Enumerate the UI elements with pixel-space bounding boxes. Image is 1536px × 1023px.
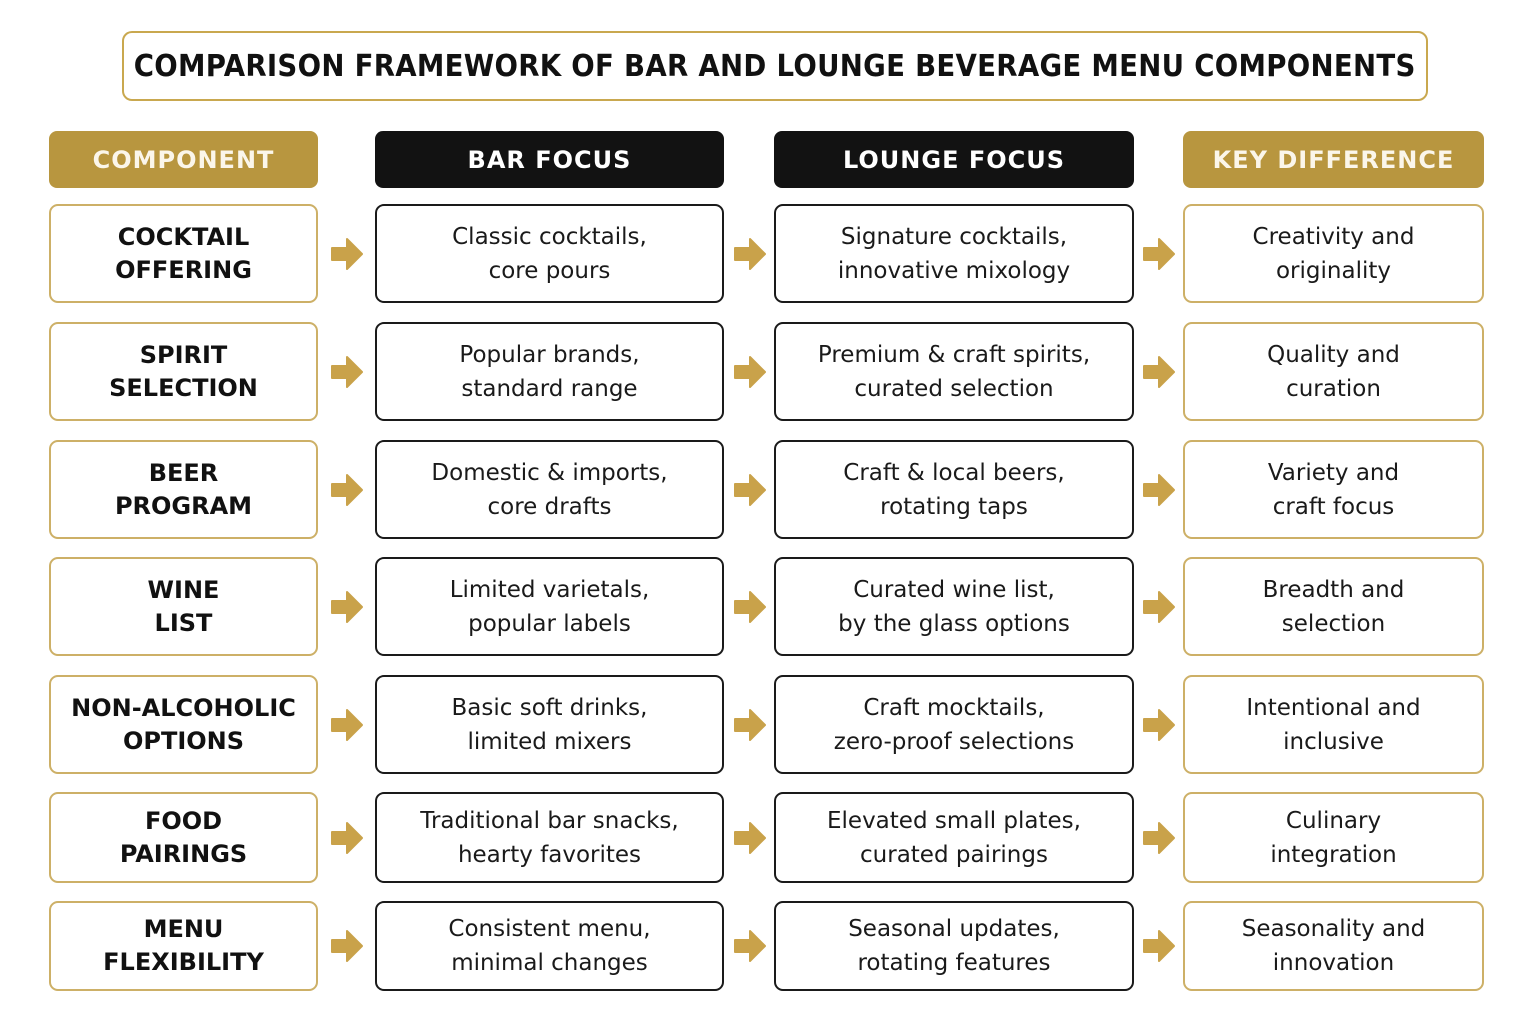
cell-bar: Limited varietals, popular labels — [375, 557, 724, 656]
title-banner: COMPARISON FRAMEWORK OF BAR AND LOUNGE B… — [122, 31, 1428, 101]
difference-text: Seasonality and innovation — [1241, 916, 1426, 976]
arrow-right-icon — [1143, 355, 1175, 388]
arrow-right-icon — [1143, 821, 1175, 854]
lounge-text: Craft & local beers, rotating taps — [843, 459, 1065, 520]
component-text: COCKTAIL OFFERING — [115, 222, 252, 284]
component-text: WINE LIST — [147, 575, 220, 637]
arrow-right-icon — [734, 590, 766, 623]
difference-text: Breadth and selection — [1262, 576, 1405, 637]
cell-bar: Consistent menu, minimal changes — [375, 901, 724, 991]
component-text: SPIRIT SELECTION — [109, 340, 258, 402]
arrow-right-icon — [734, 930, 766, 962]
arrow-right-icon — [734, 708, 766, 741]
component-text: BEER PROGRAM — [114, 458, 253, 520]
cell-component: COCKTAIL OFFERING — [49, 204, 318, 303]
cell-lounge: Elevated small plates, curated pairings — [774, 792, 1134, 883]
arrow-right-icon — [331, 708, 363, 741]
lounge-text: Seasonal updates, rotating features — [848, 916, 1060, 976]
page-title: COMPARISON FRAMEWORK OF BAR AND LOUNGE B… — [134, 48, 1416, 84]
cell-component: SPIRIT SELECTION — [49, 322, 318, 421]
cell-difference: Creativity and originality — [1183, 204, 1484, 303]
arrow-right-icon — [331, 821, 363, 854]
header-bar-focus: BAR FOCUS — [375, 131, 724, 188]
component-text: NON-ALCOHOLIC OPTIONS — [71, 693, 296, 755]
arrow-right-icon — [734, 237, 766, 270]
bar-text: Popular brands, standard range — [459, 341, 640, 402]
arrow-right-icon — [1143, 708, 1175, 741]
bar-text: Traditional bar snacks, hearty favorites — [420, 807, 679, 868]
header-key-difference: KEY DIFFERENCE — [1183, 131, 1484, 188]
cell-difference: Breadth and selection — [1183, 557, 1484, 656]
cell-difference: Seasonality and innovation — [1183, 901, 1484, 991]
cell-lounge: Craft mocktails, zero-proof selections — [774, 675, 1134, 774]
cell-bar: Traditional bar snacks, hearty favorites — [375, 792, 724, 883]
arrow-right-icon — [1143, 237, 1175, 270]
bar-text: Domestic & imports, core drafts — [431, 459, 668, 520]
cell-component: FOOD PAIRINGS — [49, 792, 318, 883]
bar-text: Limited varietals, popular labels — [449, 576, 650, 637]
cell-component: BEER PROGRAM — [49, 440, 318, 539]
arrow-right-icon — [331, 355, 363, 388]
header-component: COMPONENT — [49, 131, 318, 188]
component-text: MENU FLEXIBILITY — [103, 915, 264, 976]
lounge-text: Premium & craft spirits, curated selecti… — [817, 341, 1091, 402]
cell-lounge: Premium & craft spirits, curated selecti… — [774, 322, 1134, 421]
cell-bar: Popular brands, standard range — [375, 322, 724, 421]
difference-text: Quality and curation — [1267, 341, 1400, 402]
cell-lounge: Seasonal updates, rotating features — [774, 901, 1134, 991]
cell-difference: Variety and craft focus — [1183, 440, 1484, 539]
arrow-right-icon — [331, 473, 363, 506]
cell-bar: Domestic & imports, core drafts — [375, 440, 724, 539]
arrow-right-icon — [331, 590, 363, 623]
lounge-text: Craft mocktails, zero-proof selections — [833, 694, 1075, 755]
cell-bar: Basic soft drinks, limited mixers — [375, 675, 724, 774]
bar-text: Basic soft drinks, limited mixers — [451, 694, 648, 755]
lounge-text: Elevated small plates, curated pairings — [827, 807, 1081, 868]
bar-text: Classic cocktails, core pours — [452, 223, 647, 284]
cell-lounge: Signature cocktails, innovative mixology — [774, 204, 1134, 303]
cell-difference: Culinary integration — [1183, 792, 1484, 883]
component-text: FOOD PAIRINGS — [119, 806, 248, 868]
cell-component: NON-ALCOHOLIC OPTIONS — [49, 675, 318, 774]
arrow-right-icon — [734, 355, 766, 388]
arrow-right-icon — [1143, 590, 1175, 623]
header-lounge-focus: LOUNGE FOCUS — [774, 131, 1134, 188]
cell-lounge: Curated wine list, by the glass options — [774, 557, 1134, 656]
cell-lounge: Craft & local beers, rotating taps — [774, 440, 1134, 539]
cell-bar: Classic cocktails, core pours — [375, 204, 724, 303]
arrow-right-icon — [331, 237, 363, 270]
lounge-text: Curated wine list, by the glass options — [838, 576, 1070, 637]
difference-text: Culinary integration — [1270, 807, 1397, 868]
arrow-right-icon — [1143, 473, 1175, 506]
bar-text: Consistent menu, minimal changes — [448, 916, 651, 976]
arrow-right-icon — [331, 930, 363, 962]
arrow-right-icon — [734, 821, 766, 854]
cell-difference: Intentional and inclusive — [1183, 675, 1484, 774]
difference-text: Creativity and originality — [1252, 223, 1415, 284]
arrow-right-icon — [1143, 930, 1175, 962]
difference-text: Variety and craft focus — [1267, 459, 1400, 520]
difference-text: Intentional and inclusive — [1246, 694, 1421, 755]
arrow-right-icon — [734, 473, 766, 506]
cell-component: WINE LIST — [49, 557, 318, 656]
cell-component: MENU FLEXIBILITY — [49, 901, 318, 991]
lounge-text: Signature cocktails, innovative mixology — [837, 223, 1071, 284]
cell-difference: Quality and curation — [1183, 322, 1484, 421]
